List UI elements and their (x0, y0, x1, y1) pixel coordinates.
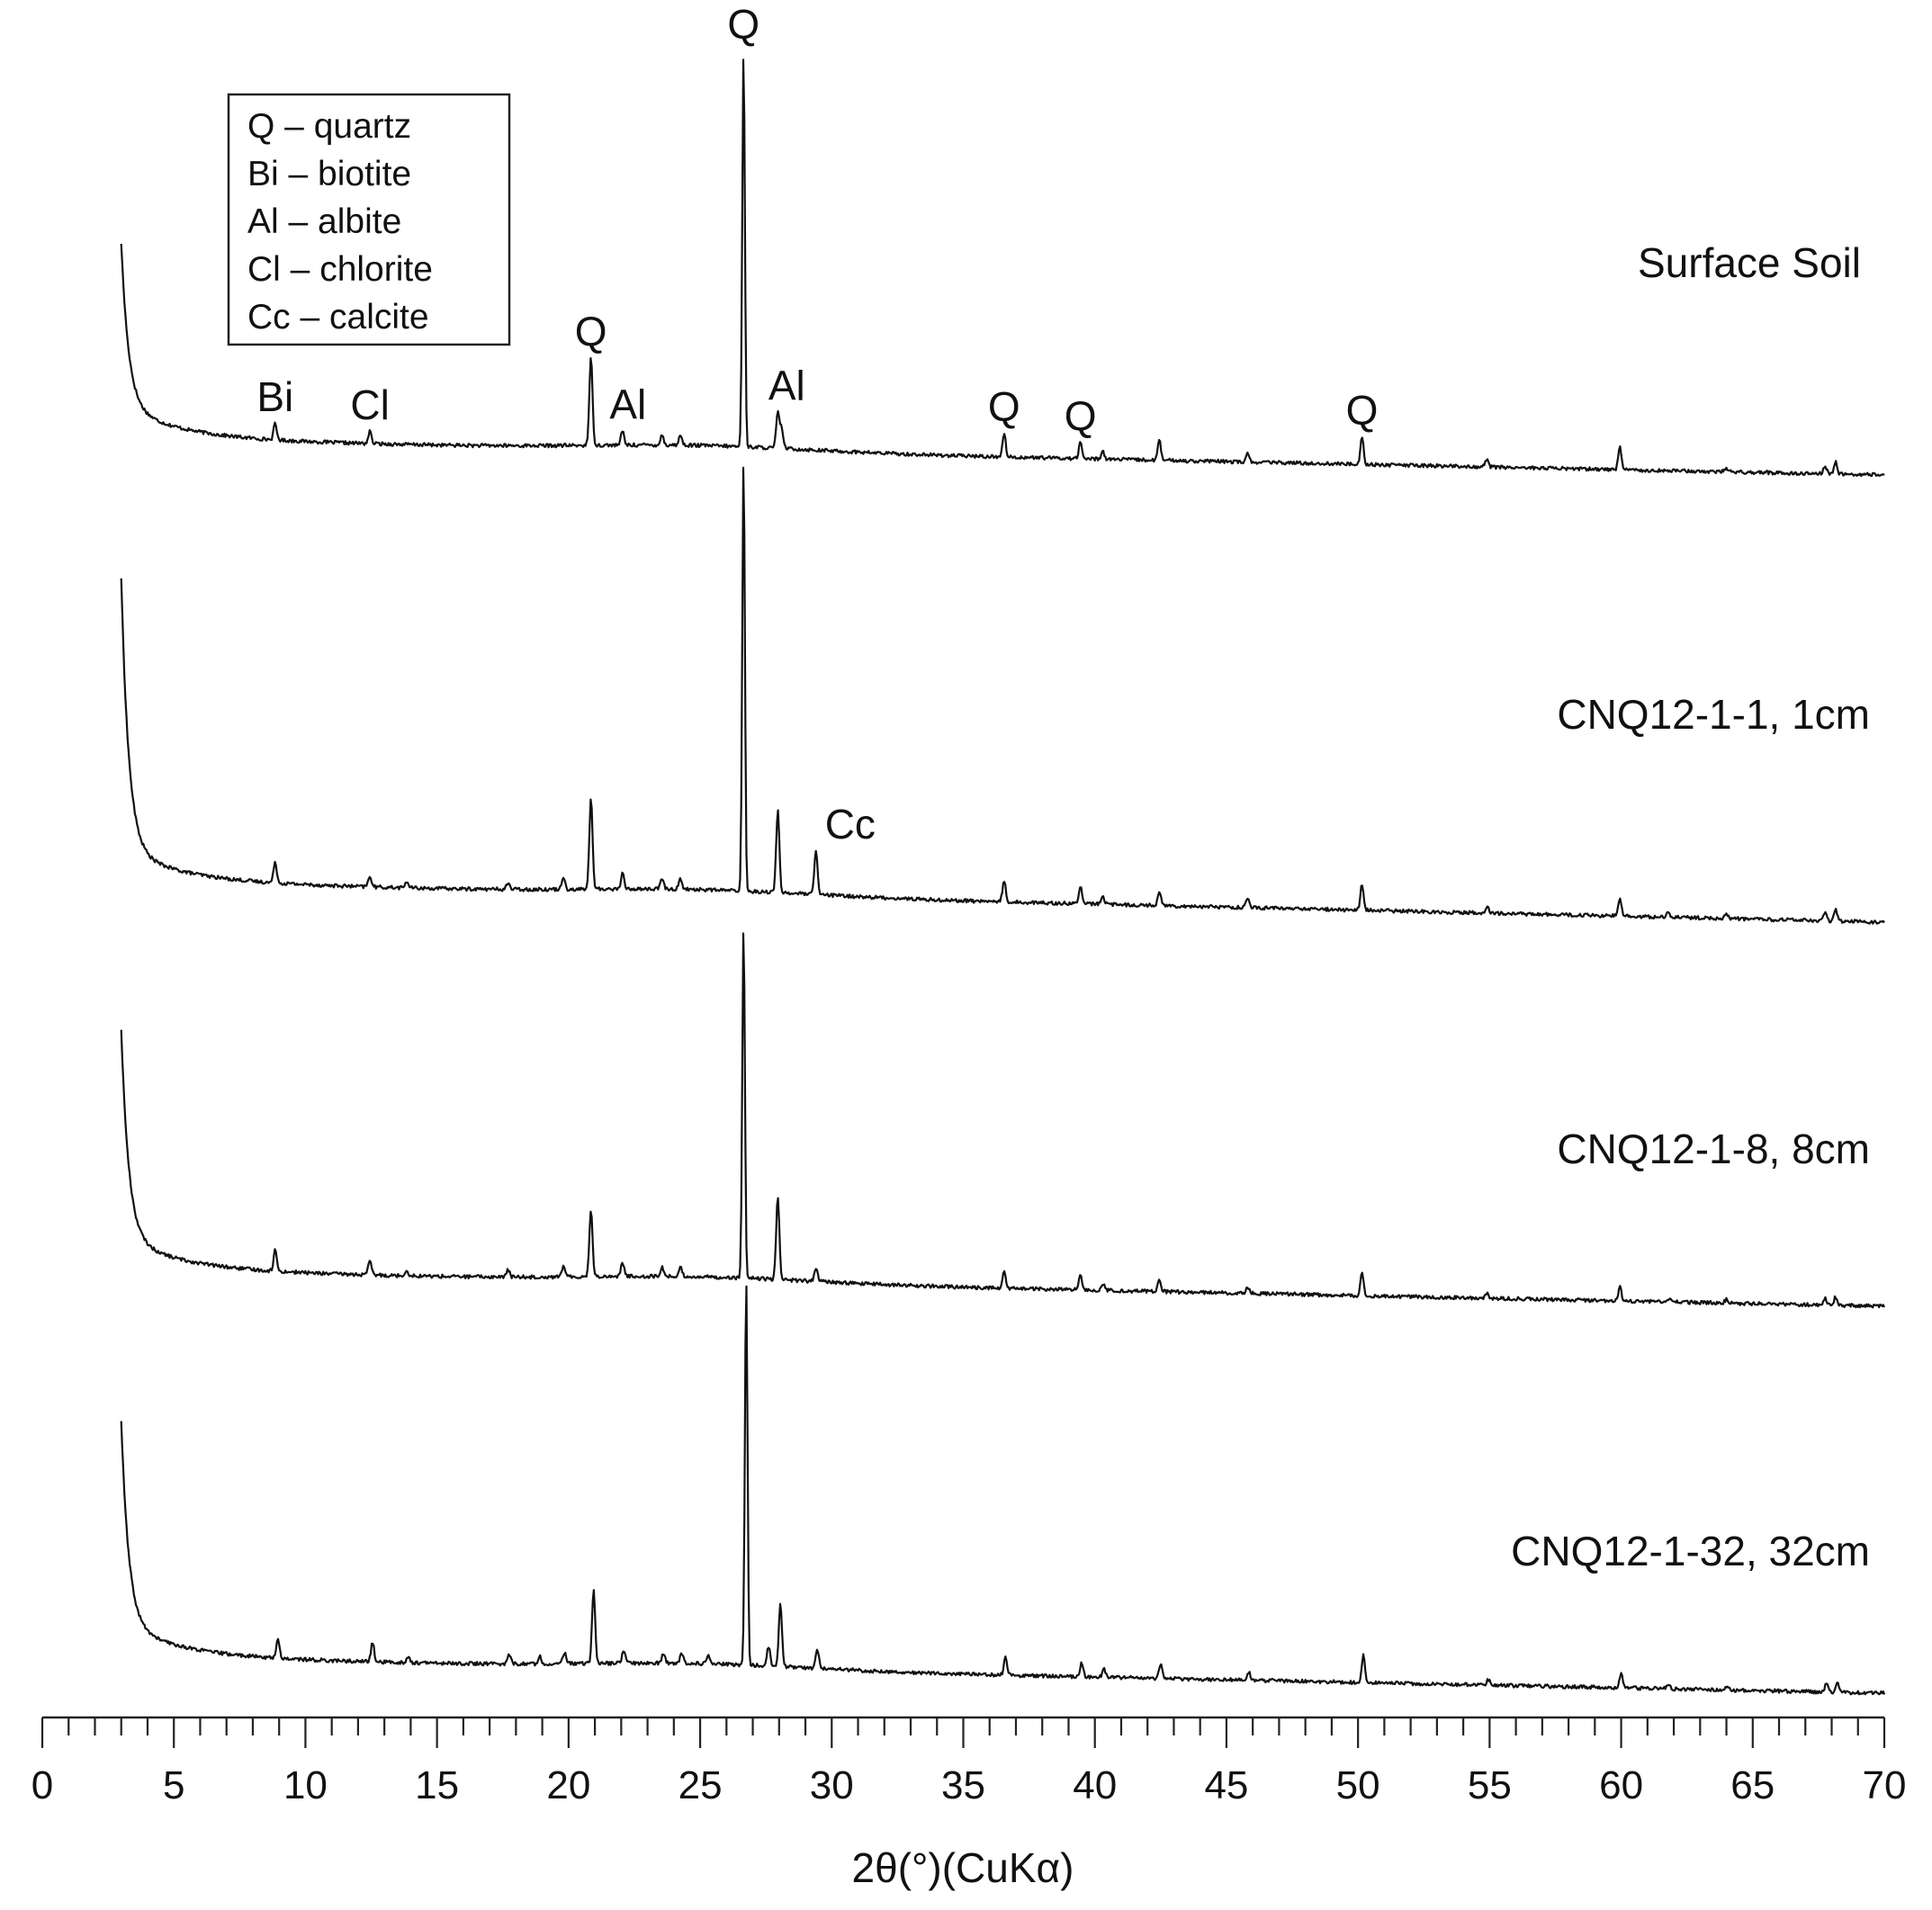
legend-entry-calcite: Cc – calcite (247, 298, 429, 336)
x-axis-tick-labels: 0 5 10 15 20 25 30 35 40 45 50 55 60 65 70 (31, 1763, 1907, 1807)
x-axis-title: 2θ(°)(CuKα) (852, 1844, 1074, 1891)
legend-entry-quartz: Q – quartz (247, 107, 411, 146)
sample-label-cnq12-1-8: CNQ12-1-8, 8cm (1557, 1125, 1870, 1172)
x-tick-label: 50 (1336, 1763, 1380, 1807)
peak-label-al-1-3: Al (609, 381, 646, 427)
x-tick-label: 55 (1468, 1763, 1512, 1807)
peak-label-cc-2-0: Cc (825, 801, 876, 847)
peak-label-bi-1-4: Bi (256, 373, 293, 420)
x-tick-label: 0 (31, 1763, 53, 1807)
legend-entry-albite: Al – albite (247, 202, 401, 241)
peak-label-q-1-8: Q (1346, 386, 1379, 433)
legend-entry-chlorite: Cl – chlorite (247, 250, 433, 289)
x-axis: 0 5 10 15 20 25 30 35 40 45 50 55 60 65 70 2θ(°)(CuKα) (31, 1716, 1907, 1891)
sample-label-cnq12-1-32: CNQ12-1-32, 32cm (1511, 1528, 1870, 1574)
sample-label-surface-soil: Surface Soil (1638, 239, 1861, 286)
trace-2 (120, 466, 1885, 925)
x-tick-label: 35 (941, 1763, 985, 1807)
x-tick-label: 30 (810, 1763, 854, 1807)
peak-label-q-1-1: Q (575, 308, 607, 354)
peak-label-q-1-7: Q (1065, 392, 1097, 439)
peak-label-q-1-6: Q (988, 383, 1020, 430)
x-tick-label: 40 (1073, 1763, 1117, 1807)
peak-label-q-1-0: Q (727, 1, 759, 48)
x-tick-label: 15 (415, 1763, 459, 1807)
x-tick-label: 70 (1863, 1763, 1907, 1807)
legend-entry-biotite: Bi – biotite (247, 155, 411, 193)
x-tick-label: 20 (546, 1763, 590, 1807)
trace-1 (120, 58, 1885, 478)
sample-label-cnq12-1-1: CNQ12-1-1, 1cm (1557, 691, 1870, 738)
mineral-legend: Q – quartz Bi – biotite Al – albite Cl –… (227, 93, 511, 346)
diffraction-traces (120, 58, 1886, 1696)
x-tick-label: 45 (1204, 1763, 1248, 1807)
trace-3 (120, 932, 1885, 1309)
peak-label-al-1-2: Al (768, 363, 805, 409)
x-tick-label: 25 (678, 1763, 723, 1807)
x-tick-label: 5 (163, 1763, 184, 1807)
trace-4 (120, 1285, 1886, 1696)
x-tick-label: 10 (283, 1763, 328, 1807)
x-tick-label: 60 (1599, 1763, 1643, 1807)
legend-box (227, 93, 511, 346)
sample-labels: Surface Soil CNQ12-1-1, 1cm CNQ12-1-8, 8… (1511, 239, 1870, 1574)
x-tick-label: 65 (1730, 1763, 1775, 1807)
peak-label-cl-1-5: Cl (350, 381, 389, 428)
x-axis-ticks (40, 1717, 1886, 1748)
